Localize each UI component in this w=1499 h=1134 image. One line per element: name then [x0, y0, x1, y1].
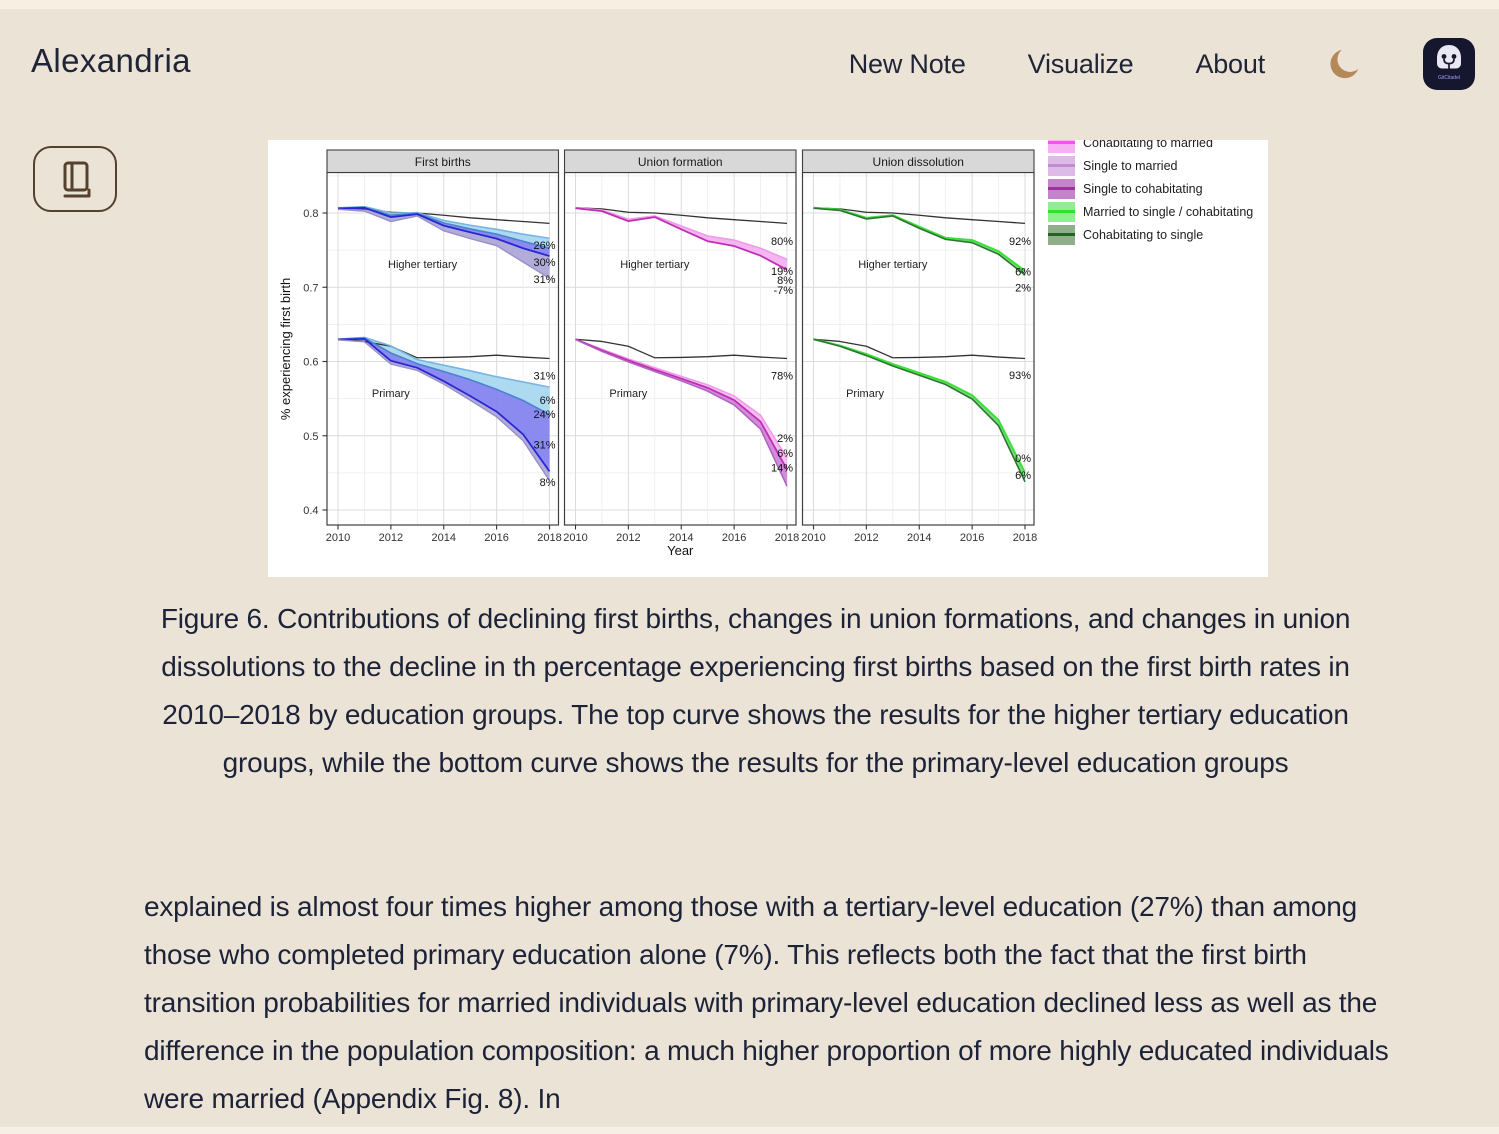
legend-label: Cohabitating to married	[1083, 140, 1213, 150]
svg-text:Primary: Primary	[372, 388, 410, 400]
svg-text:Higher tertiary: Higher tertiary	[388, 259, 458, 271]
legend-label: Cohabitating to single	[1083, 227, 1204, 242]
book-icon	[63, 161, 91, 198]
svg-text:2012: 2012	[379, 532, 403, 544]
svg-text:Primary: Primary	[846, 388, 884, 400]
svg-text:2010: 2010	[326, 532, 350, 544]
legend-label: Single to cohabitating	[1083, 181, 1203, 196]
decomposition-chart: Higher tertiary 26% 30% 31% Primary 31% 6% 24% 3…	[278, 149, 1037, 558]
svg-text:2012: 2012	[616, 532, 640, 544]
legend-item-4: Married to single / cohabitating	[1048, 200, 1253, 223]
legend-item-3: Single to cohabitating	[1048, 177, 1253, 200]
legend-swatch	[1048, 140, 1075, 153]
svg-text:78%: 78%	[771, 371, 793, 383]
legend-swatch	[1048, 201, 1075, 222]
svg-text:2014: 2014	[907, 532, 931, 544]
svg-text:0.5: 0.5	[303, 431, 318, 443]
svg-text:0.6: 0.6	[303, 357, 318, 369]
svg-text:2014: 2014	[669, 532, 693, 544]
svg-text:2016: 2016	[722, 532, 746, 544]
svg-text:31%: 31%	[533, 274, 555, 286]
reader-mode-button[interactable]	[33, 146, 117, 212]
legend-label: Married to single / cohabitating	[1083, 204, 1254, 219]
article-paragraph: explained is almost four times higher am…	[144, 891, 1389, 1114]
legend-label: Single to married	[1083, 158, 1178, 173]
legend-item-5: Cohabitating to single	[1048, 223, 1253, 246]
svg-text:30%: 30%	[533, 257, 555, 269]
svg-text:19%: 19%	[771, 266, 793, 278]
svg-text:31%: 31%	[533, 371, 555, 383]
svg-text:Year: Year	[667, 543, 694, 558]
svg-text:2010: 2010	[563, 532, 587, 544]
gitcitadel-logo-text: GitCitadel	[1438, 75, 1460, 81]
moon-icon	[1330, 49, 1359, 79]
main-nav: New Note Visualize About GitCitadel	[849, 34, 1475, 94]
svg-text:0%: 0%	[1015, 453, 1031, 465]
svg-text:2018: 2018	[1013, 532, 1037, 544]
svg-text:2018: 2018	[775, 532, 799, 544]
svg-text:24%: 24%	[533, 409, 555, 421]
legend-item-2: Single to married	[1048, 154, 1253, 177]
svg-text:6%: 6%	[540, 395, 556, 407]
legend-item-1: Cohabitating to married	[1048, 140, 1253, 154]
nav-visualize[interactable]: Visualize	[1027, 48, 1134, 79]
svg-text:80%: 80%	[771, 236, 793, 248]
legend-swatch	[1048, 178, 1075, 199]
svg-text:93%: 93%	[1009, 370, 1031, 382]
svg-text:0.8: 0.8	[303, 208, 318, 220]
svg-text:14%: 14%	[771, 463, 793, 475]
app-title[interactable]: Alexandria	[31, 42, 191, 79]
svg-text:2016: 2016	[960, 532, 984, 544]
svg-text:92%: 92%	[1009, 236, 1031, 248]
svg-text:8%: 8%	[777, 275, 793, 287]
chart-legend: Cohabitating to married Single to married…	[1048, 140, 1253, 246]
nav-about[interactable]: About	[1195, 48, 1265, 79]
svg-text:Union dissolution: Union dissolution	[873, 155, 964, 169]
svg-text:26%: 26%	[533, 240, 555, 252]
svg-text:Primary: Primary	[609, 388, 647, 400]
svg-text:Union formation: Union formation	[638, 155, 723, 169]
figure-image: Higher tertiary 26% 30% 31% Primary 31% 6% 24% 3…	[268, 140, 1268, 577]
svg-text:0.7: 0.7	[303, 282, 318, 294]
svg-text:% experiencing first birth: % experiencing first birth	[278, 278, 293, 420]
svg-text:2014: 2014	[432, 532, 456, 544]
dark-mode-toggle[interactable]	[1327, 47, 1361, 81]
svg-text:2010: 2010	[801, 532, 825, 544]
svg-text:6%: 6%	[1015, 470, 1031, 482]
nav-new-note[interactable]: New Note	[848, 48, 966, 79]
svg-text:2%: 2%	[1015, 282, 1031, 294]
svg-text:6%: 6%	[777, 448, 793, 460]
svg-text:First births: First births	[415, 155, 471, 169]
svg-text:2018: 2018	[537, 532, 561, 544]
svg-text:Higher tertiary: Higher tertiary	[620, 259, 690, 271]
svg-text:2012: 2012	[854, 532, 878, 544]
gitcitadel-logo-icon: GitCitadel	[1437, 45, 1461, 81]
svg-text:0.4: 0.4	[303, 505, 318, 517]
svg-text:2016: 2016	[484, 532, 508, 544]
svg-text:6%: 6%	[1015, 267, 1031, 279]
svg-text:2%: 2%	[777, 433, 793, 445]
svg-text:Higher tertiary: Higher tertiary	[858, 259, 928, 271]
figure-caption: Figure 6. Contributions of declining fir…	[160, 603, 1351, 778]
svg-text:8%: 8%	[540, 477, 556, 489]
gitcitadel-logo[interactable]: GitCitadel	[1423, 38, 1475, 90]
svg-text:-7%: -7%	[773, 285, 793, 297]
svg-text:31%: 31%	[533, 440, 555, 452]
bottom-edge-strip	[0, 1127, 1499, 1134]
legend-swatch	[1048, 155, 1075, 176]
top-edge-strip	[0, 0, 1499, 9]
legend-swatch	[1048, 224, 1075, 245]
